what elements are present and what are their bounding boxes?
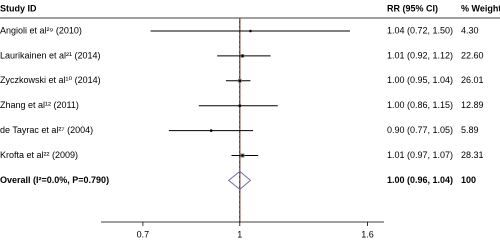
study-label: de Tayrac et al²⁷ (2004) (0, 125, 93, 135)
study-label: Zyczkowski et al¹⁰ (2014) (0, 75, 101, 85)
weight-label: 22.60 (461, 50, 484, 60)
study-point (241, 54, 244, 58)
overall-label: Overall (I²=0.0%, P=0.790) (0, 175, 109, 185)
x-tick-label: 1.6 (361, 229, 374, 239)
ci-label: 1.01 (0.97, 1.07) (387, 150, 453, 160)
weight-label: 12.89 (461, 100, 484, 110)
ci-label: 1.00 (0.95, 1.04) (387, 75, 453, 85)
study-header: Study ID (0, 3, 37, 13)
overall-diamond (227, 170, 252, 191)
overall-weight-label: 100 (461, 175, 476, 185)
study-label: Laurikainen et al²¹ (2014) (0, 50, 101, 60)
study-point (238, 104, 242, 107)
weight-label: 28.31 (461, 150, 484, 160)
x-tick-label: 1 (237, 229, 242, 239)
study-label: Krofta et al²² (2009) (0, 150, 78, 160)
overall-ci-label: 1.00 (0.96, 1.04) (387, 175, 453, 185)
study-point (249, 29, 252, 33)
study-label: Zhang et al¹² (2011) (0, 100, 79, 110)
study-point (238, 79, 242, 83)
ci-label: 1.01 (0.92, 1.12) (387, 50, 453, 60)
x-tick-label: 0.7 (137, 229, 150, 239)
study-point (241, 154, 244, 157)
ci-label: 1.04 (0.72, 1.50) (387, 25, 453, 35)
weight-header: % Weight (461, 3, 500, 13)
weight-label: 4.30 (461, 25, 479, 35)
ci-header: RR (95% CI) (387, 3, 438, 13)
ci-label: 0.90 (0.77, 1.05) (387, 125, 453, 135)
weight-label: 26.01 (461, 75, 484, 85)
ci-label: 1.00 (0.86, 1.15) (387, 100, 453, 110)
weight-label: 5.89 (461, 125, 479, 135)
study-label: Angioli et al²⁹ (2010) (0, 25, 82, 35)
study-point (209, 129, 213, 132)
